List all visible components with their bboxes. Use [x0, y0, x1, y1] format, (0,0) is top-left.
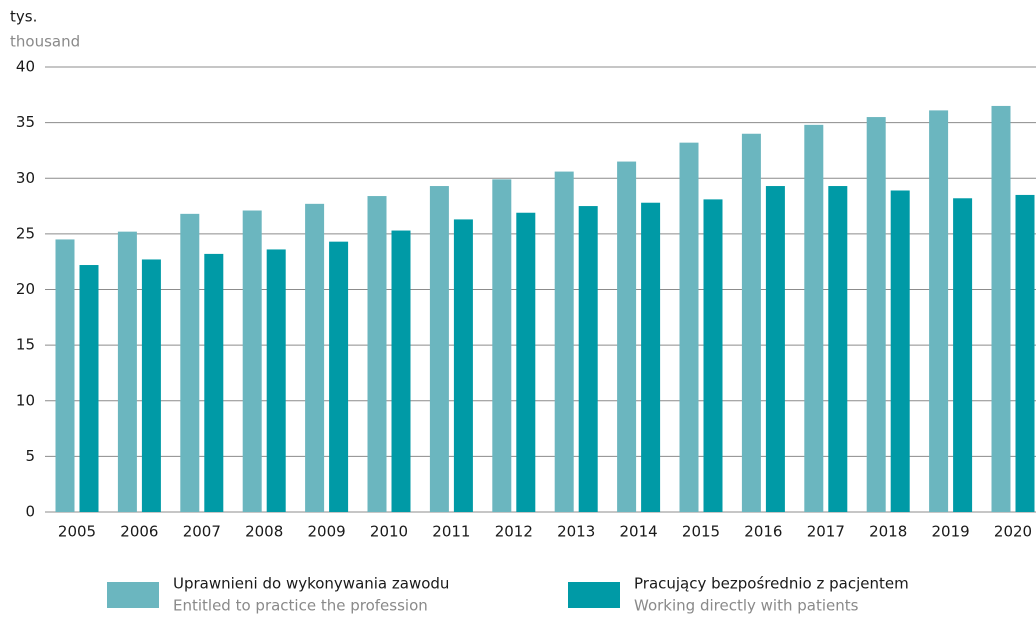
bar	[367, 196, 387, 513]
legend-label: Pracujący bezpośrednio z pacjentem	[634, 575, 909, 593]
bar	[617, 161, 637, 512]
bar	[578, 206, 598, 512]
x-tick-label: 2013	[557, 523, 595, 541]
bar	[765, 186, 785, 512]
legend-swatch	[568, 582, 620, 608]
x-tick-label: 2018	[869, 523, 907, 541]
x-tick-label: 2011	[432, 523, 470, 541]
y-tick-label: 20	[16, 280, 35, 298]
bar	[305, 203, 325, 512]
bar	[516, 212, 536, 513]
x-tick-label: 2006	[120, 523, 158, 541]
bar	[741, 133, 761, 512]
y-tick-label: 40	[16, 58, 35, 76]
bar	[641, 202, 661, 512]
bar	[204, 253, 224, 512]
x-tick-label: 2009	[308, 523, 346, 541]
y-tick-label: 5	[25, 447, 35, 465]
bar	[391, 230, 411, 512]
bar	[55, 239, 75, 512]
legend-label-en: Entitled to practice the profession	[173, 597, 428, 615]
bar	[266, 249, 286, 512]
legend-label-en: Working directly with patients	[634, 597, 859, 615]
y-axis-label-en: thousand	[10, 33, 80, 51]
x-tick-label: 2007	[183, 523, 221, 541]
bar	[79, 265, 99, 512]
bar	[492, 179, 512, 513]
x-tick-label: 2020	[994, 523, 1032, 541]
x-tick-label: 2015	[682, 523, 720, 541]
bar	[429, 186, 449, 512]
bar	[554, 171, 574, 512]
x-tick-label: 2019	[932, 523, 970, 541]
bar	[242, 210, 262, 512]
bar	[828, 186, 848, 512]
y-tick-label: 0	[25, 503, 35, 521]
bar	[929, 110, 949, 512]
y-tick-label: 30	[16, 169, 35, 187]
legend-swatch	[107, 582, 159, 608]
bar	[117, 231, 137, 512]
x-tick-label: 2010	[370, 523, 408, 541]
x-tick-label: 2017	[807, 523, 845, 541]
y-tick-label: 35	[16, 113, 35, 131]
bar	[679, 142, 699, 512]
bar	[1015, 194, 1035, 512]
bar	[180, 213, 200, 512]
bar	[804, 124, 824, 512]
x-tick-label: 2008	[245, 523, 283, 541]
y-tick-label: 25	[16, 224, 35, 242]
legend-label: Uprawnieni do wykonywania zawodu	[173, 575, 449, 593]
x-tick-label: 2014	[620, 523, 658, 541]
y-axis-label: tys.	[10, 8, 37, 26]
x-tick-label: 2016	[744, 523, 782, 541]
x-tick-label: 2005	[58, 523, 96, 541]
bar	[329, 241, 349, 512]
y-tick-label: 10	[16, 391, 35, 409]
bar	[703, 199, 723, 512]
bar	[453, 219, 473, 512]
bar	[141, 259, 161, 512]
bar	[953, 198, 973, 512]
bar	[890, 190, 910, 513]
y-tick-label: 15	[16, 336, 35, 354]
x-tick-label: 2012	[495, 523, 533, 541]
bar	[866, 117, 886, 512]
bar	[991, 105, 1011, 512]
